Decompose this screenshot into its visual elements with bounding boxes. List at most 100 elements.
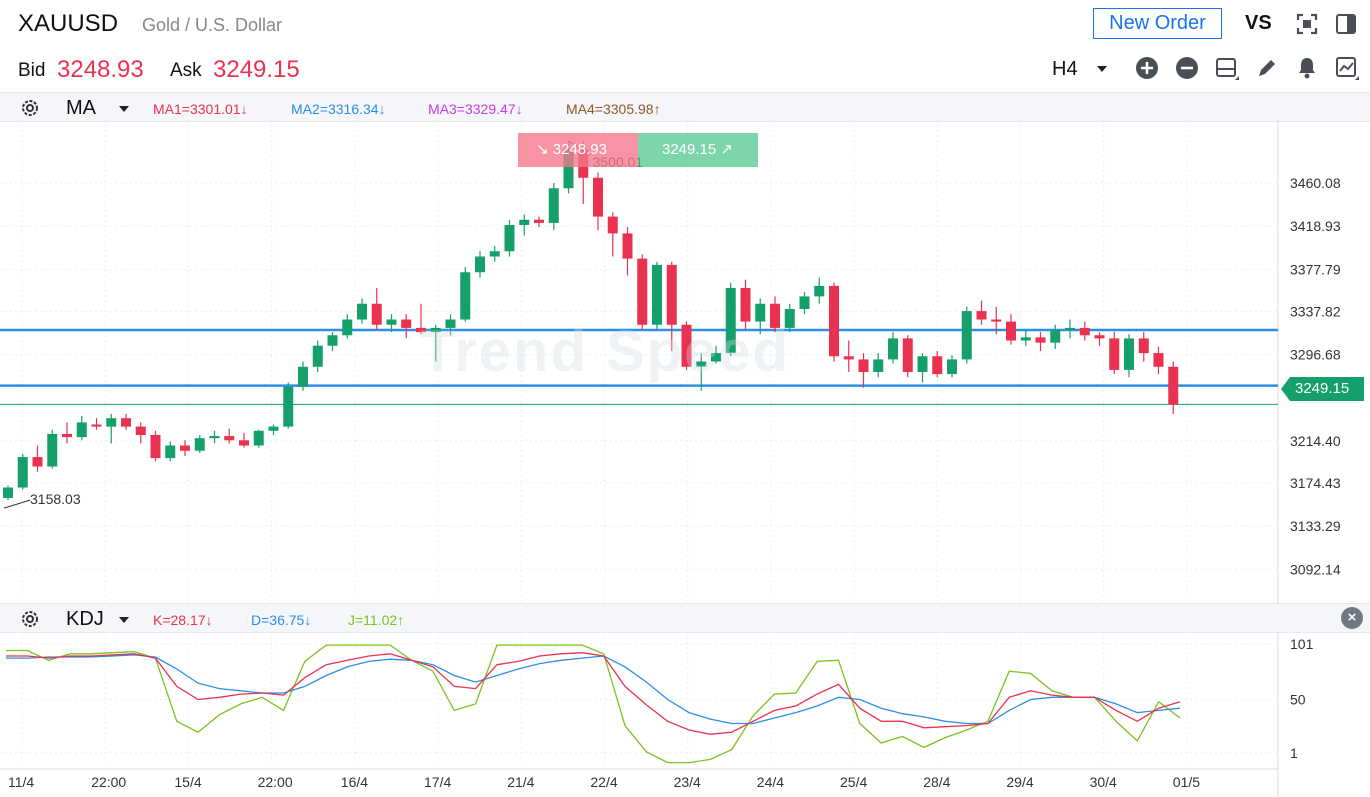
price-chart[interactable]: 3460.08 3418.93 3377.79 3337.82 3296.68 3214.… bbox=[0, 120, 1370, 603]
candle-body bbox=[1124, 338, 1134, 370]
candle-body bbox=[194, 438, 205, 451]
candle-body bbox=[917, 356, 928, 372]
ma2-value: MA2=3316.34↓ bbox=[291, 101, 386, 117]
candle-body bbox=[843, 356, 854, 360]
kdj-axis-label: 101 bbox=[1290, 636, 1314, 652]
ask-flag[interactable]: 3249.15 ↗ bbox=[638, 133, 758, 167]
price-axis-label: 3174.43 bbox=[1290, 475, 1341, 491]
ma3-value: MA3=3329.47↓ bbox=[428, 101, 523, 117]
price-axis-label: 3296.68 bbox=[1290, 346, 1341, 362]
candle-body bbox=[519, 219, 530, 225]
candle-body bbox=[563, 149, 574, 189]
candle-body bbox=[17, 457, 28, 488]
date-label: 23/4 bbox=[674, 774, 701, 790]
candle-body bbox=[47, 433, 58, 467]
compare-button[interactable]: VS bbox=[1245, 12, 1272, 34]
candle-body bbox=[91, 424, 102, 427]
candle-body bbox=[62, 433, 72, 438]
chevron-down-icon[interactable] bbox=[119, 106, 129, 112]
close-icon[interactable]: × bbox=[1341, 607, 1363, 629]
timeframe-select[interactable]: H4 bbox=[1052, 58, 1078, 80]
kdj-d-value: D=36.75↓ bbox=[251, 612, 312, 628]
date-label: 22:00 bbox=[91, 774, 126, 790]
candle-body bbox=[961, 311, 972, 360]
kdj-k-line bbox=[6, 652, 1181, 735]
candle-body bbox=[150, 435, 161, 459]
candle-body bbox=[652, 264, 662, 325]
panel-toggle-icon[interactable] bbox=[1335, 13, 1357, 35]
candle-body bbox=[239, 440, 249, 446]
candle-body bbox=[1109, 338, 1120, 370]
gear-icon[interactable] bbox=[20, 609, 40, 629]
candle-body bbox=[548, 188, 559, 223]
zoom-in-icon[interactable] bbox=[1135, 56, 1159, 80]
bid-flag[interactable]: ↘ 3248.93 bbox=[518, 133, 638, 167]
bid-flag-value: 3248.93 bbox=[552, 141, 607, 158]
kdj-chart[interactable]: 101 50 1 11/4 22:00 15/4 22:00 16/4 17/4 21/4 22/4… bbox=[0, 632, 1370, 797]
candle-body bbox=[534, 219, 544, 223]
draw-icon[interactable] bbox=[1255, 56, 1279, 80]
gear-icon[interactable] bbox=[20, 98, 40, 118]
candle-body bbox=[298, 366, 308, 387]
chevron-down-icon[interactable] bbox=[119, 617, 129, 623]
symbol-title[interactable]: XAUUSD bbox=[18, 10, 119, 37]
current-price-pointer bbox=[1281, 377, 1290, 401]
kdj-j-line bbox=[6, 644, 1181, 764]
low-pointer bbox=[3, 499, 31, 509]
date-label: 17/4 bbox=[424, 774, 451, 790]
candle-body bbox=[32, 457, 43, 467]
date-label: 15/4 bbox=[174, 774, 201, 790]
candle-body bbox=[681, 324, 692, 367]
candle-body bbox=[1020, 337, 1031, 341]
candle-body bbox=[784, 309, 795, 328]
candle-body bbox=[1079, 327, 1090, 336]
date-label: 30/4 bbox=[1090, 774, 1117, 790]
candle-body bbox=[1138, 338, 1149, 354]
candle-body bbox=[711, 353, 721, 362]
price-axis-label: 3337.82 bbox=[1290, 303, 1341, 319]
candle-body bbox=[696, 361, 707, 367]
candle-body bbox=[135, 426, 146, 435]
kdj-indicator-name[interactable]: KDJ bbox=[66, 608, 104, 630]
candle-body bbox=[873, 359, 884, 372]
date-label: 25/4 bbox=[840, 774, 867, 790]
candle-body bbox=[475, 256, 485, 273]
candle-body bbox=[740, 288, 751, 322]
candle-body bbox=[386, 319, 397, 325]
date-label: 11/4 bbox=[8, 774, 34, 790]
chevron-down-icon[interactable] bbox=[1097, 66, 1107, 72]
candle-body bbox=[829, 285, 839, 357]
candle-body bbox=[814, 285, 825, 297]
price-axis-label: 3092.14 bbox=[1290, 561, 1341, 577]
ask-flag-value: 3249.15 bbox=[662, 141, 717, 158]
price-axis-label: 3214.40 bbox=[1290, 433, 1341, 449]
ask-label: Ask bbox=[170, 60, 202, 81]
date-label: 01/5 bbox=[1173, 774, 1200, 790]
candle-body bbox=[725, 288, 736, 354]
candle-body bbox=[209, 436, 220, 439]
candle-body bbox=[1006, 321, 1016, 341]
kdj-indicator-bar: KDJ K=28.17↓ D=36.75↓ J=11.02↑ bbox=[0, 603, 1370, 633]
ma1-value: MA1=3301.01↓ bbox=[153, 101, 248, 117]
candle-body bbox=[460, 272, 471, 320]
ma-indicator-name[interactable]: MA bbox=[66, 97, 96, 119]
zoom-out-icon[interactable] bbox=[1175, 56, 1199, 80]
candle-body bbox=[932, 356, 943, 375]
symbol-description: Gold / U.S. Dollar bbox=[142, 15, 283, 35]
low-label: 3158.03 bbox=[30, 491, 81, 507]
candle-body bbox=[902, 338, 913, 372]
new-order-button[interactable]: New Order bbox=[1093, 8, 1222, 39]
price-axis-label: 3133.29 bbox=[1290, 518, 1341, 534]
fullscreen-icon[interactable] bbox=[1296, 13, 1318, 35]
chart-type-icon[interactable] bbox=[1335, 56, 1359, 80]
alert-icon[interactable] bbox=[1295, 56, 1319, 80]
candle-body bbox=[180, 445, 190, 451]
date-label: 16/4 bbox=[341, 774, 368, 790]
watermark: Trend Speed bbox=[420, 319, 791, 384]
kdj-axis-label: 1 bbox=[1290, 745, 1298, 761]
candle-body bbox=[888, 338, 898, 360]
candle-body bbox=[327, 335, 338, 346]
header: XAUUSD Gold / U.S. Dollar New Order VS bbox=[0, 0, 1370, 48]
candle-body bbox=[991, 319, 1002, 322]
layout-icon[interactable] bbox=[1215, 56, 1239, 80]
